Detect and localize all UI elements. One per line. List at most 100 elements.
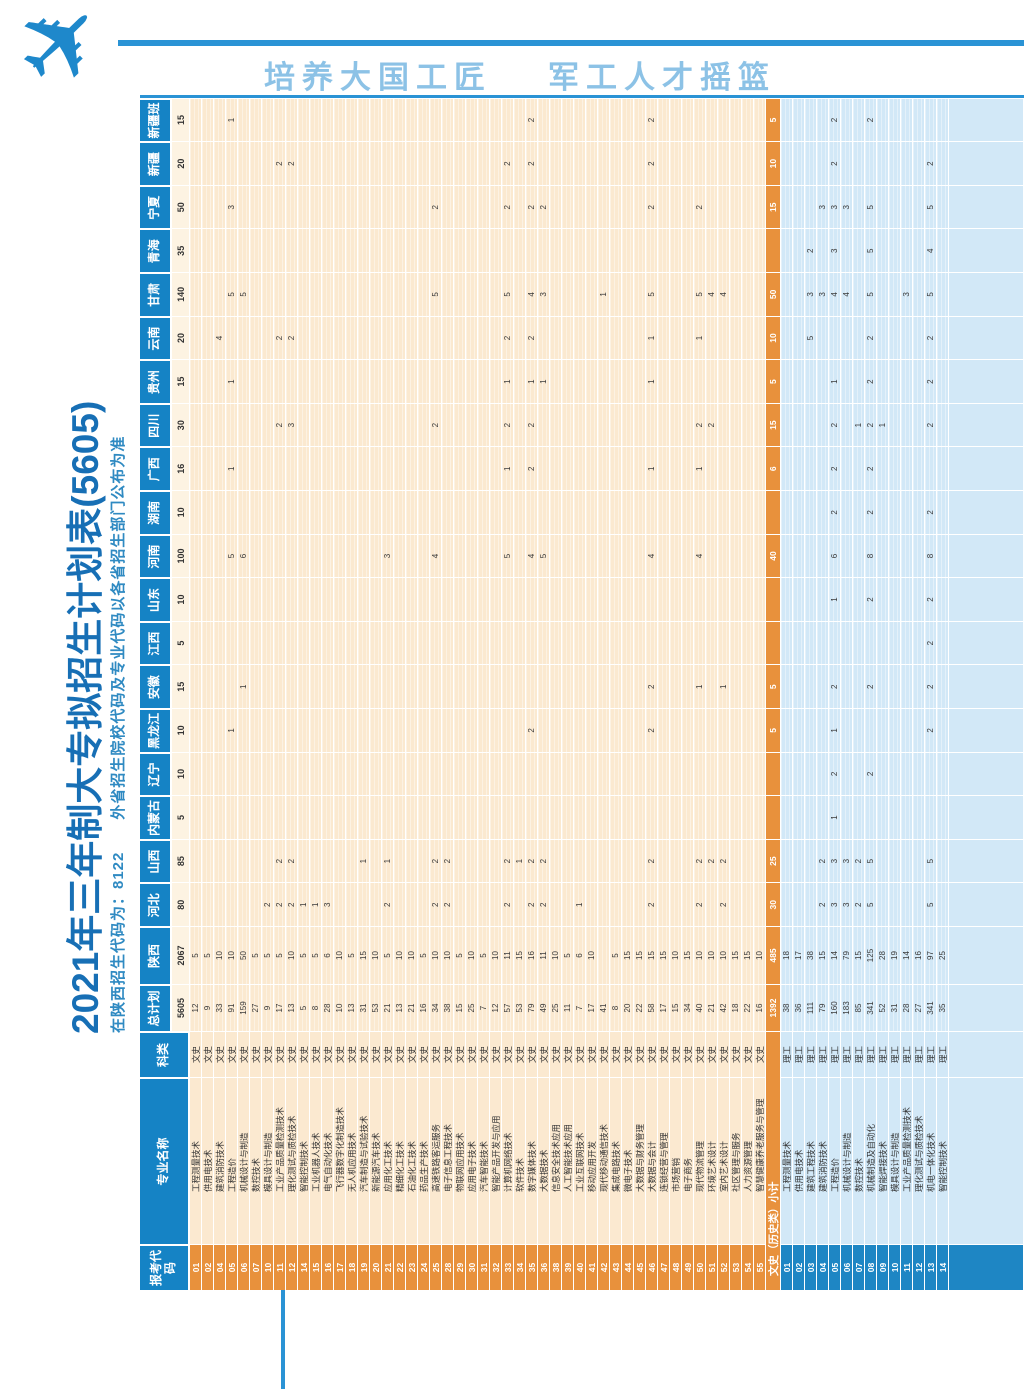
code-cell: 05 <box>829 1244 841 1290</box>
value-cell <box>322 620 334 665</box>
value-cell <box>586 533 598 578</box>
value-cell <box>454 141 466 185</box>
value-cell <box>418 446 430 491</box>
value-cell <box>841 446 853 491</box>
value-cell <box>658 620 670 665</box>
value-cell <box>586 228 598 273</box>
value-cell <box>949 446 1024 491</box>
value-cell: 40 <box>694 984 706 1031</box>
value-cell <box>442 446 454 491</box>
value-cell <box>418 620 430 665</box>
value-cell <box>274 795 286 839</box>
ligong-row: 12 理化测试与质检技术 理工 27 16 <box>913 97 925 1290</box>
value-cell: 10 <box>394 926 406 984</box>
value-cell <box>322 446 334 491</box>
value-cell <box>586 664 598 709</box>
value-cell: 38 <box>442 984 454 1031</box>
value-cell <box>574 272 586 316</box>
value-cell <box>925 751 937 796</box>
value-cell: 2 <box>829 751 841 796</box>
value-cell <box>694 97 706 142</box>
value-cell <box>817 228 829 273</box>
value-cell <box>490 402 502 447</box>
value-cell <box>370 664 382 709</box>
value-cell <box>562 97 574 142</box>
value-cell <box>634 795 646 839</box>
value-cell <box>742 708 754 752</box>
code-cell: 32 <box>490 1244 502 1290</box>
value-cell: 6 <box>574 926 586 984</box>
value-cell: 2 <box>925 620 937 665</box>
value-cell <box>394 795 406 839</box>
value-cell: 2 <box>694 838 706 883</box>
wenshi-row: 17 飞行器数字化制造技术 文史 10 10 <box>334 97 346 1290</box>
value-cell <box>730 272 742 316</box>
value-cell <box>889 533 901 578</box>
value-cell <box>490 490 502 534</box>
column-header: 湖南 <box>140 490 172 534</box>
value-cell <box>238 359 250 403</box>
value-cell <box>346 272 358 316</box>
value-cell <box>190 577 202 621</box>
value-cell <box>742 795 754 839</box>
value-cell <box>382 97 394 142</box>
value-cell <box>478 141 490 185</box>
type-cell: 文史 <box>634 1031 646 1077</box>
value-cell <box>682 228 694 273</box>
value-cell <box>238 402 250 447</box>
value-cell <box>406 664 418 709</box>
value-cell <box>586 708 598 752</box>
major-name-cell: 集成电路技术 <box>610 1077 622 1244</box>
value-cell: 2 <box>925 664 937 709</box>
value-cell: 2 <box>430 838 442 883</box>
value-cell <box>430 664 442 709</box>
value-cell <box>298 577 310 621</box>
value-cell <box>442 533 454 578</box>
value-cell <box>226 795 238 839</box>
value-cell: 5 <box>538 533 550 578</box>
value-cell <box>901 795 913 839</box>
value-cell <box>598 795 610 839</box>
value-cell <box>358 446 370 491</box>
value-cell <box>634 838 646 883</box>
value-cell <box>454 708 466 752</box>
wenshi-row: 47 连锁经营与管理 文史 17 15 <box>658 97 670 1290</box>
column-total: 50 <box>172 184 190 229</box>
value-cell: 13 <box>286 984 298 1031</box>
type-cell: 文史 <box>358 1031 370 1077</box>
value-cell <box>754 751 766 796</box>
value-cell <box>490 708 502 752</box>
value-cell <box>817 577 829 621</box>
value-cell <box>949 97 1024 142</box>
value-cell <box>853 446 865 491</box>
value-cell <box>202 577 214 621</box>
value-cell <box>622 533 634 578</box>
value-cell <box>634 620 646 665</box>
value-cell: 1 <box>829 795 841 839</box>
value-cell <box>793 446 805 491</box>
value-cell <box>646 228 658 273</box>
value-cell: 15 <box>853 926 865 984</box>
value-cell <box>586 315 598 360</box>
value-cell <box>202 664 214 709</box>
value-cell: 2 <box>646 882 658 926</box>
ligong-row: 11 工业产品质量检测技术 理工 28 14 3 <box>901 97 913 1290</box>
value-cell: 3 <box>805 272 817 316</box>
value-cell <box>550 795 562 839</box>
value-cell <box>394 708 406 752</box>
value-cell <box>490 882 502 926</box>
value-cell <box>250 882 262 926</box>
major-name-cell: 现代移动通信技术 <box>598 1077 610 1244</box>
value-cell <box>889 272 901 316</box>
value-cell <box>781 228 793 273</box>
value-cell: 1 <box>226 97 238 142</box>
wenshi-row: 28 电子信息工程技术 文史 38 10 2 2 <box>442 97 454 1290</box>
major-name-cell: 新能源汽车技术 <box>370 1077 382 1244</box>
value-cell: 2 <box>925 490 937 534</box>
value-cell <box>913 228 925 273</box>
subtotal-value: 5 <box>766 664 781 709</box>
value-cell <box>514 795 526 839</box>
value-cell <box>538 490 550 534</box>
value-cell <box>682 664 694 709</box>
value-cell <box>190 838 202 883</box>
